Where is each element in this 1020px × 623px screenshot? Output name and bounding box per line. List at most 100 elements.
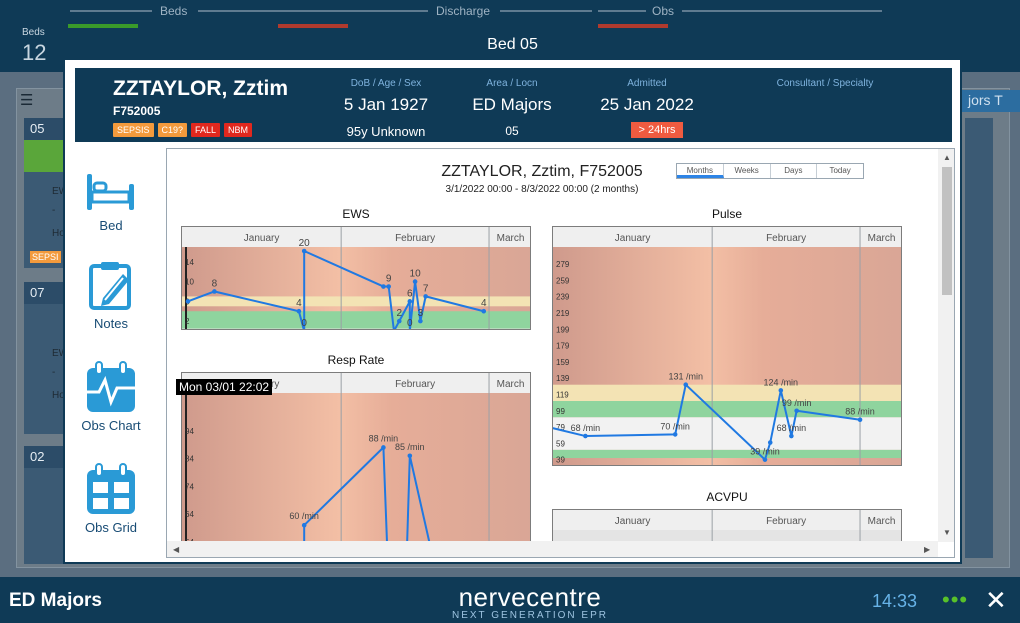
resp-rate-title: Resp Rate	[327, 353, 385, 367]
brand-tagline: NEXT GENERATION EPR	[452, 610, 608, 621]
data-point	[762, 457, 768, 462]
dob-value: 5 Jan 1927	[343, 95, 429, 114]
beds-label: Beds	[22, 27, 45, 38]
bed-number: 07	[24, 282, 64, 304]
scrollbar-thumb[interactable]	[942, 167, 952, 295]
patient-id: F752005	[113, 104, 161, 118]
y-tick-label: 94	[185, 427, 194, 436]
data-point	[381, 284, 386, 289]
data-point	[583, 433, 588, 439]
tab-today[interactable]: Today	[829, 166, 851, 175]
menu-icon[interactable]: ☰	[20, 92, 34, 109]
bed-card[interactable]: 02	[24, 446, 64, 564]
data-label: 99 /min	[782, 398, 812, 408]
y-tick-label: 14	[185, 258, 194, 267]
data-point	[396, 318, 402, 324]
data-label: 0	[407, 318, 413, 329]
chart-patient-title: ZZTAYLOR, Zztim, F752005	[441, 163, 643, 180]
ews-plot[interactable]: JanuaryFebruaryMarch26101484020926010374	[181, 226, 531, 330]
tab-days[interactable]: Days	[771, 164, 818, 178]
scroll-down-icon[interactable]: ▼	[943, 528, 951, 537]
y-tick-label: 279	[556, 260, 570, 269]
series-line	[382, 447, 389, 551]
data-label: 4	[296, 298, 302, 309]
sidebar-item-obs-chart[interactable]: Obs Chart	[79, 360, 143, 433]
sepsis-tag[interactable]: SEPSIS	[113, 123, 154, 137]
data-point	[407, 453, 413, 459]
bed-card[interactable]: 05 EW - Ho SEPSI	[24, 118, 68, 268]
sidebar-item-bed[interactable]: Bed	[79, 170, 143, 233]
data-point	[418, 318, 423, 324]
data-label: 20	[299, 238, 311, 249]
scroll-left-icon[interactable]: ◀	[173, 545, 180, 554]
data-label: 88 /min	[845, 407, 875, 417]
data-label: 88 /min	[369, 433, 399, 443]
fall-tag[interactable]: FALL	[191, 123, 221, 137]
range-tabs: Months Weeks Days Today	[676, 163, 864, 179]
normal-band	[182, 328, 530, 329]
bed-card[interactable]: 07 EW - Ho	[24, 282, 68, 434]
pulse-chart-svg: January February March 39 59 79 99 119 139 159 179…	[553, 227, 901, 465]
y-tick-label: 139	[556, 374, 570, 383]
scroll-up-icon[interactable]: ▲	[943, 153, 951, 162]
sidebar-item-notes[interactable]: Notes	[79, 260, 143, 331]
acvpu-title: ACVPU	[706, 490, 748, 504]
status-bar	[598, 24, 668, 30]
pulse-plot[interactable]: January February March 39 59 79 99 119 139 159 179…	[552, 226, 902, 466]
notes-icon	[89, 262, 131, 310]
data-label: 68 /min	[777, 423, 807, 433]
data-label: 4	[481, 298, 487, 309]
data-label: 39 /min	[750, 447, 780, 457]
month-label: February	[395, 379, 435, 390]
tab-weeks[interactable]: Weeks	[724, 164, 771, 178]
data-point	[857, 417, 863, 423]
consultant-label: Consultant / Specialty	[776, 78, 874, 89]
bed-icon	[87, 174, 134, 210]
close-icon[interactable]: ✕	[985, 585, 1007, 615]
alert-tags: SEPSIS C19? FALL NBM	[113, 123, 253, 137]
sidebar-item-label: Obs Chart	[81, 418, 141, 433]
horizontal-scrollbar[interactable]: ◀ ▶	[167, 541, 938, 557]
patient-banner: ZZTAYLOR, Zztim F752005 SEPSIS C19? FALL…	[75, 68, 952, 142]
ward-tab[interactable]: jors T	[960, 90, 1020, 112]
month-label: February	[395, 233, 435, 244]
resp-rate-chart-svg: JanuaryFebruaryMarch546474849460 /min88 …	[182, 373, 530, 551]
tab-months[interactable]: Months	[677, 164, 724, 178]
data-point	[301, 522, 307, 528]
data-point	[407, 299, 413, 304]
footer-bar: ED Majors nervecentre NEXT GENERATION EP…	[0, 577, 1020, 623]
sepsis-badge: SEPSI	[30, 251, 61, 263]
obs-chart-frame[interactable]: ZZTAYLOR, Zztim, F752005 3/1/2022 00:00 …	[166, 148, 955, 558]
green-band	[182, 311, 530, 329]
area-label: Area / Locn	[486, 78, 538, 89]
month-header	[553, 227, 901, 247]
data-point	[789, 433, 794, 439]
scroll-right-icon[interactable]: ▶	[924, 545, 931, 554]
data-point	[672, 432, 678, 437]
series-line	[303, 446, 385, 526]
data-point	[767, 440, 773, 445]
vertical-scrollbar[interactable]: ▲ ▼	[938, 149, 954, 542]
month-label: February	[766, 516, 806, 527]
section-divider	[598, 10, 646, 12]
bed-number: 02	[24, 446, 64, 468]
data-point	[481, 308, 487, 314]
data-point	[778, 388, 784, 393]
section-divider	[682, 10, 882, 12]
month-label: March	[497, 379, 525, 390]
series-line	[553, 382, 861, 462]
c19-tag[interactable]: C19?	[157, 123, 188, 137]
month-label: January	[615, 516, 651, 527]
y-tick-label: 64	[185, 510, 194, 519]
resp-rate-plot[interactable]: JanuaryFebruaryMarch546474849460 /min88 …	[181, 372, 531, 552]
chart-date-range: 3/1/2022 00:00 - 8/3/2022 00:00 (2 month…	[445, 184, 639, 195]
sidebar-item-label: Bed	[99, 218, 123, 233]
data-label: 7	[423, 283, 429, 294]
nbm-tag[interactable]: NBM	[224, 123, 253, 137]
normal-band	[553, 417, 901, 450]
y-tick-label: 199	[556, 325, 570, 334]
admitted-duration-badge: > 24hrs	[631, 122, 683, 138]
sidebar-item-obs-grid[interactable]: Obs Grid	[79, 462, 143, 535]
more-options-icon[interactable]: •••	[942, 587, 969, 612]
bed-card-text: -	[52, 367, 56, 378]
